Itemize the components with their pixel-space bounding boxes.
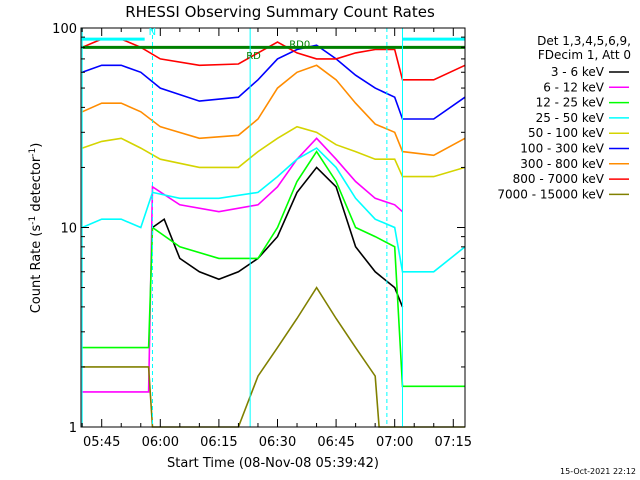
series-line-5: [81, 44, 466, 120]
series-line-4: [81, 125, 466, 178]
x-tick-label-6: 07:15: [435, 435, 472, 450]
annotation-2: RD0: [289, 39, 310, 50]
x-axis-ticks: 05:45 06:00 06:15 06:30 06:45 07:00 07:15: [81, 28, 472, 450]
info-line-2: FDecim 1, Att 0: [538, 48, 631, 62]
legend-label-3: 25 - 50 keV: [536, 111, 605, 125]
legend-label-6: 300 - 800 keV: [520, 157, 604, 171]
x-tick-label-3: 06:30: [259, 435, 296, 450]
annotation-0: N: [149, 27, 156, 38]
legend-label-0: 3 - 6 keV: [551, 65, 605, 79]
series-line-6: [81, 64, 466, 157]
y-tick-label-1: 10: [60, 222, 77, 237]
series-line-7: [81, 38, 466, 81]
x-tick-label-2: 06:15: [200, 435, 237, 450]
series-line-2: [82, 150, 465, 388]
chart-title: RHESSI Observing Summary Count Rates: [125, 3, 435, 21]
x-tick-label-4: 06:45: [317, 435, 354, 450]
y-tick-label-2: 100: [52, 22, 77, 37]
y-axis-ticks: 1 10 100: [52, 22, 465, 436]
annotations: N RD RD0: [149, 27, 311, 62]
plot-lines: [81, 38, 466, 428]
legend-label-8: 7000 - 15000 keV: [497, 187, 604, 201]
legend-label-1: 6 - 12 keV: [543, 80, 605, 94]
info-line-1: Det 1,3,4,5,6,9,: [537, 34, 631, 48]
x-tick-label-5: 07:00: [376, 435, 413, 450]
legend-label-4: 50 - 100 keV: [528, 126, 605, 140]
x-tick-label-1: 06:00: [142, 435, 179, 450]
legend-label-2: 12 - 25 keV: [536, 96, 605, 110]
series-line-1: [82, 137, 404, 393]
series-line-0: [152, 166, 404, 308]
series-line-8: [82, 286, 465, 428]
footer-date: 15-Oct-2021 22:12: [560, 467, 636, 476]
y-tick-label-0: 1: [69, 421, 77, 436]
annotation-1: RD: [246, 51, 261, 62]
x-tick-label-0: 05:45: [83, 435, 120, 450]
y-axis-label: Count Rate (s-1 detector-1): [28, 143, 44, 314]
status-bars: [81, 37, 465, 49]
legend-label-7: 800 - 7000 keV: [513, 172, 605, 186]
series-line-3: [81, 147, 466, 273]
legend-label-5: 100 - 300 keV: [520, 142, 604, 156]
x-axis-label: Start Time (08-Nov-08 05:39:42): [167, 456, 379, 471]
